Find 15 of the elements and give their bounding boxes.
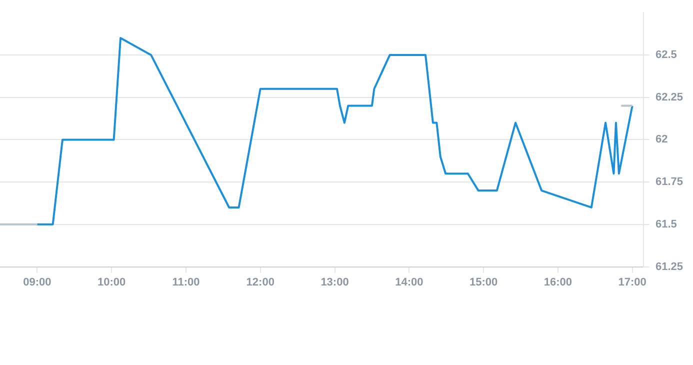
x-tick-label: 15:00 xyxy=(469,276,498,288)
x-tick-label: 17:00 xyxy=(618,276,646,288)
x-tick-label: 16:00 xyxy=(544,276,572,288)
x-tick-label: 10:00 xyxy=(98,276,126,288)
y-tick-label: 61.5 xyxy=(655,218,677,230)
x-tick-label: 14:00 xyxy=(395,276,424,288)
x-tick-label: 09:00 xyxy=(23,276,52,288)
y-tick-label: 61.75 xyxy=(655,176,684,188)
x-tick-label: 11:00 xyxy=(172,276,200,288)
y-tick-label: 62.25 xyxy=(655,91,684,104)
y-tick-label: 61.25 xyxy=(655,260,684,273)
x-tick-label: 12:00 xyxy=(246,276,274,288)
y-tick-label: 62 xyxy=(655,134,668,146)
x-tick-label: 13:00 xyxy=(320,276,349,288)
y-tick-label: 62.5 xyxy=(655,49,677,61)
